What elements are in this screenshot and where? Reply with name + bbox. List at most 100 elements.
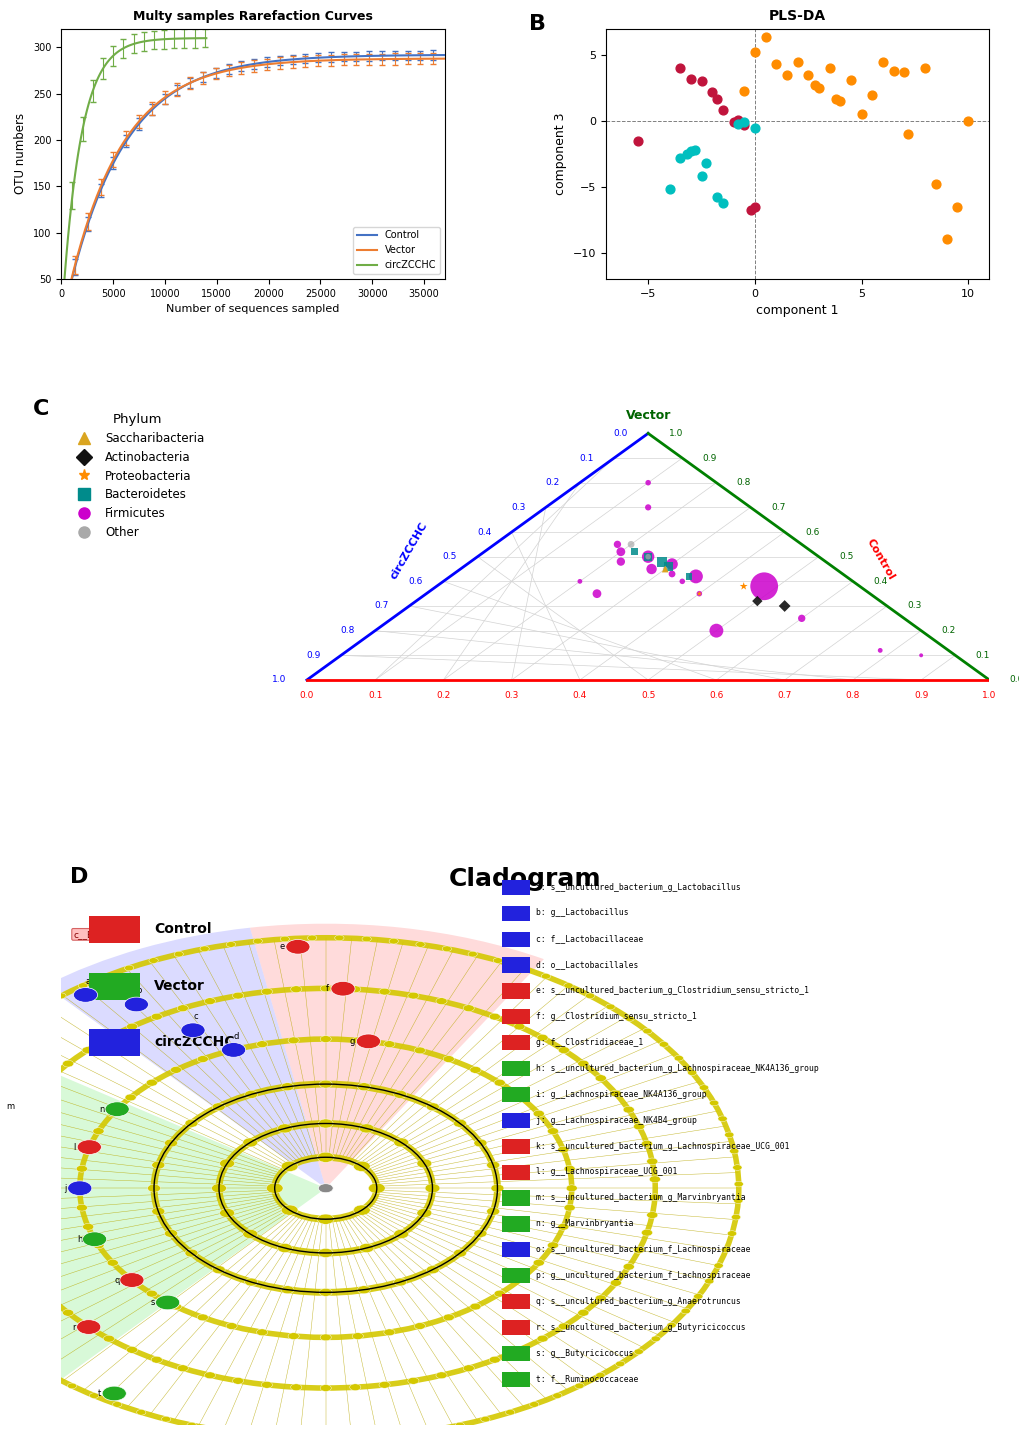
Bar xyxy=(501,1216,530,1232)
Circle shape xyxy=(330,981,355,996)
Circle shape xyxy=(12,1099,37,1114)
Text: 0.7: 0.7 xyxy=(776,691,791,701)
Circle shape xyxy=(0,1153,11,1167)
Circle shape xyxy=(152,1207,165,1216)
Text: d: d xyxy=(233,1032,238,1040)
Circle shape xyxy=(557,1322,569,1330)
Circle shape xyxy=(489,1357,500,1363)
Circle shape xyxy=(103,1335,114,1343)
Circle shape xyxy=(17,1016,26,1022)
Text: f: f xyxy=(325,984,328,993)
Text: 0.3: 0.3 xyxy=(504,691,519,701)
Point xyxy=(806,73,822,96)
Point xyxy=(672,147,688,170)
Circle shape xyxy=(17,1107,29,1114)
Circle shape xyxy=(536,1035,547,1042)
Circle shape xyxy=(650,1335,660,1341)
Bar xyxy=(501,1164,530,1180)
Circle shape xyxy=(73,987,98,1002)
Circle shape xyxy=(625,1016,634,1022)
Point xyxy=(874,50,891,73)
Circle shape xyxy=(320,1384,331,1392)
Text: b: g__Lactobacillus: b: g__Lactobacillus xyxy=(536,908,629,918)
Circle shape xyxy=(359,1124,374,1132)
Circle shape xyxy=(642,1029,651,1035)
Text: 0.0: 0.0 xyxy=(300,691,314,701)
Circle shape xyxy=(557,1147,569,1153)
Circle shape xyxy=(533,1259,544,1266)
Circle shape xyxy=(57,993,66,999)
Circle shape xyxy=(408,1377,419,1384)
Circle shape xyxy=(67,1383,76,1389)
Point xyxy=(900,122,916,145)
Circle shape xyxy=(379,989,389,994)
Circle shape xyxy=(0,1140,10,1147)
Point xyxy=(746,117,762,140)
Circle shape xyxy=(435,997,446,1004)
Text: q: s__uncultured_bacterium_g_Anaerotruncus: q: s__uncultured_bacterium_g_Anaerotrunc… xyxy=(536,1297,741,1305)
Circle shape xyxy=(280,937,289,941)
Circle shape xyxy=(170,1304,181,1309)
Point xyxy=(639,496,655,519)
Circle shape xyxy=(729,1148,738,1154)
Circle shape xyxy=(605,1004,614,1010)
Circle shape xyxy=(281,1082,293,1091)
Circle shape xyxy=(83,1147,94,1153)
Circle shape xyxy=(290,1384,302,1390)
Circle shape xyxy=(317,1153,334,1163)
Circle shape xyxy=(320,1036,331,1042)
Point xyxy=(691,583,707,606)
Circle shape xyxy=(266,1183,282,1193)
Text: m: s__uncultured_bacterium_g_Marvinbryantia: m: s__uncultured_bacterium_g_Marvinbryan… xyxy=(536,1193,745,1203)
Circle shape xyxy=(266,1433,275,1439)
Point xyxy=(863,83,879,106)
Circle shape xyxy=(334,935,343,941)
Circle shape xyxy=(388,938,398,944)
Circle shape xyxy=(594,1295,605,1302)
Circle shape xyxy=(566,1184,577,1191)
Point xyxy=(927,173,944,196)
Circle shape xyxy=(486,1161,499,1168)
Circle shape xyxy=(0,1364,1,1389)
Circle shape xyxy=(453,1249,466,1258)
Bar xyxy=(501,1190,530,1206)
Text: 0.4: 0.4 xyxy=(573,691,587,701)
Circle shape xyxy=(674,1055,683,1061)
Circle shape xyxy=(0,1212,5,1219)
Circle shape xyxy=(641,1229,652,1236)
Circle shape xyxy=(307,935,317,941)
Point xyxy=(639,545,655,568)
Circle shape xyxy=(186,1422,196,1427)
Text: h: s__uncultured_bacterium_g_Lachnospiraceae_NK4A136_group: h: s__uncultured_bacterium_g_Lachnospira… xyxy=(536,1063,818,1073)
Circle shape xyxy=(717,1115,727,1121)
Circle shape xyxy=(90,1393,99,1399)
Circle shape xyxy=(170,1066,181,1073)
Point xyxy=(623,532,639,555)
X-axis label: Number of sequences sampled: Number of sequences sampled xyxy=(166,304,339,314)
Text: n: n xyxy=(100,1105,105,1114)
Text: c: c xyxy=(194,1012,198,1022)
Circle shape xyxy=(470,1066,481,1073)
Point xyxy=(608,532,625,555)
Point xyxy=(588,583,604,606)
Circle shape xyxy=(93,1242,104,1249)
Point xyxy=(629,130,645,153)
Circle shape xyxy=(245,1091,258,1098)
Circle shape xyxy=(151,1013,162,1020)
Text: 0.6: 0.6 xyxy=(804,528,818,537)
Text: 0.6: 0.6 xyxy=(409,577,423,586)
Point xyxy=(693,71,709,94)
Circle shape xyxy=(318,1120,333,1128)
Circle shape xyxy=(486,1207,499,1216)
Point xyxy=(949,196,965,219)
Text: i: g__Lachnospiraceae_NK4A136_group: i: g__Lachnospiraceae_NK4A136_group xyxy=(536,1089,706,1099)
Point xyxy=(653,550,669,573)
Text: C: C xyxy=(34,399,50,419)
Text: 0.1: 0.1 xyxy=(368,691,382,701)
Bar xyxy=(501,957,530,973)
Bar xyxy=(501,1294,530,1309)
Circle shape xyxy=(197,1056,208,1062)
Circle shape xyxy=(125,1094,136,1101)
Circle shape xyxy=(575,1383,584,1389)
Circle shape xyxy=(0,1216,13,1230)
